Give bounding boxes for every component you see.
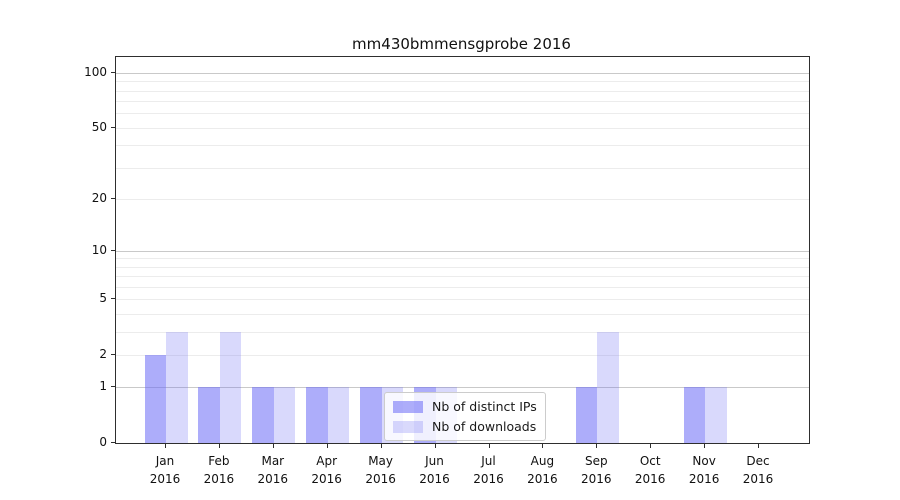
x-tick-label: Jul 2016 — [473, 454, 504, 486]
x-tick-mark — [165, 444, 166, 448]
y-tick-mark — [111, 197, 115, 199]
x-tick-mark — [380, 444, 382, 448]
bar-downloads-jan — [166, 331, 188, 443]
y-tick-label: 20 — [91, 190, 107, 205]
bar-downloads-mar — [273, 387, 296, 443]
y-tick-mark — [111, 442, 115, 443]
gridline-minor — [116, 286, 809, 288]
gridline-minor — [116, 198, 809, 200]
y-tick-label: 0 — [99, 435, 107, 449]
gridline-minor — [116, 81, 809, 83]
legend: Nb of distinct IPs Nb of downloads — [384, 392, 546, 441]
legend-label-downloads: Nb of downloads — [432, 419, 537, 434]
x-tick-label: Feb 2016 — [203, 454, 235, 486]
gridline-minor — [116, 90, 809, 92]
x-tick-mark — [488, 444, 490, 448]
bar-downloads-apr — [327, 387, 350, 443]
x-tick-mark — [326, 444, 328, 448]
gridline-minor — [116, 258, 809, 260]
x-tick-mark — [218, 444, 220, 448]
y-tick-label: 100 — [84, 64, 107, 79]
x-tick-mark — [272, 444, 274, 448]
x-tick-mark — [704, 444, 706, 448]
y-tick-mark — [111, 71, 115, 73]
gridline-minor — [116, 276, 809, 278]
x-tick-mark — [758, 444, 759, 448]
gridline-major — [116, 72, 809, 74]
bar-distinct-ips-feb — [198, 387, 220, 443]
bar-downloads-feb — [219, 331, 242, 443]
plot-area: Nb of distinct IPs Nb of downloads — [115, 56, 810, 444]
legend-swatch-downloads — [393, 420, 423, 433]
legend-item-downloads: Nb of downloads — [393, 419, 537, 434]
bar-downloads-sep — [597, 331, 619, 443]
x-tick-label: May 2016 — [365, 454, 396, 486]
legend-label-distinct-ips: Nb of distinct IPs — [432, 399, 537, 414]
bar-distinct-ips-apr — [306, 387, 328, 443]
gridline-minor — [116, 127, 809, 129]
gridline-major — [116, 387, 809, 389]
x-tick-label: Sep 2016 — [581, 454, 612, 486]
gridline-minor — [116, 167, 809, 169]
x-tick-mark — [434, 444, 436, 448]
gridline-minor — [116, 331, 809, 333]
bar-distinct-ips-may — [360, 387, 382, 443]
gridline-minor — [116, 113, 809, 115]
bar-distinct-ips-sep — [575, 387, 598, 443]
x-tick-label: Apr 2016 — [311, 454, 342, 486]
x-tick-label: Dec 2016 — [742, 454, 774, 486]
y-tick-label: 2 — [99, 346, 107, 361]
gridline-minor — [116, 299, 809, 301]
x-tick-mark — [596, 444, 598, 448]
y-tick-label: 1 — [99, 379, 107, 394]
x-tick-label: Nov 2016 — [688, 454, 720, 486]
gridline-minor — [116, 101, 809, 103]
gridline-minor — [116, 313, 809, 315]
bar-distinct-ips-mar — [252, 387, 274, 443]
y-tick-label: 50 — [91, 119, 107, 134]
x-tick-mark — [542, 444, 544, 448]
legend-item-distinct-ips: Nb of distinct IPs — [393, 399, 537, 414]
y-tick-mark — [111, 126, 115, 128]
bar-downloads-nov — [705, 387, 727, 443]
gridline-minor — [116, 354, 809, 356]
bar-distinct-ips-nov — [683, 387, 706, 443]
y-tick-mark — [111, 249, 115, 251]
y-tick-mark — [111, 298, 115, 300]
y-tick-mark — [111, 353, 115, 355]
gridline-minor — [116, 145, 809, 147]
bar-distinct-ips-jan — [144, 354, 166, 443]
y-tick-mark — [111, 386, 115, 388]
x-tick-label: Aug 2016 — [527, 454, 558, 486]
legend-swatch-distinct-ips — [393, 400, 423, 413]
gridline-minor — [116, 266, 809, 268]
x-tick-label: Jan 2016 — [149, 454, 181, 486]
x-tick-label: Oct 2016 — [634, 454, 666, 486]
x-tick-mark — [650, 444, 652, 448]
chart-title: mm430bmmensgprobe 2016 — [352, 35, 571, 53]
y-tick-label: 5 — [99, 291, 107, 306]
gridline-major — [116, 250, 809, 252]
y-tick-label: 10 — [91, 242, 107, 257]
x-tick-label: Mar 2016 — [257, 454, 289, 486]
x-tick-label: Jun 2016 — [419, 454, 450, 486]
